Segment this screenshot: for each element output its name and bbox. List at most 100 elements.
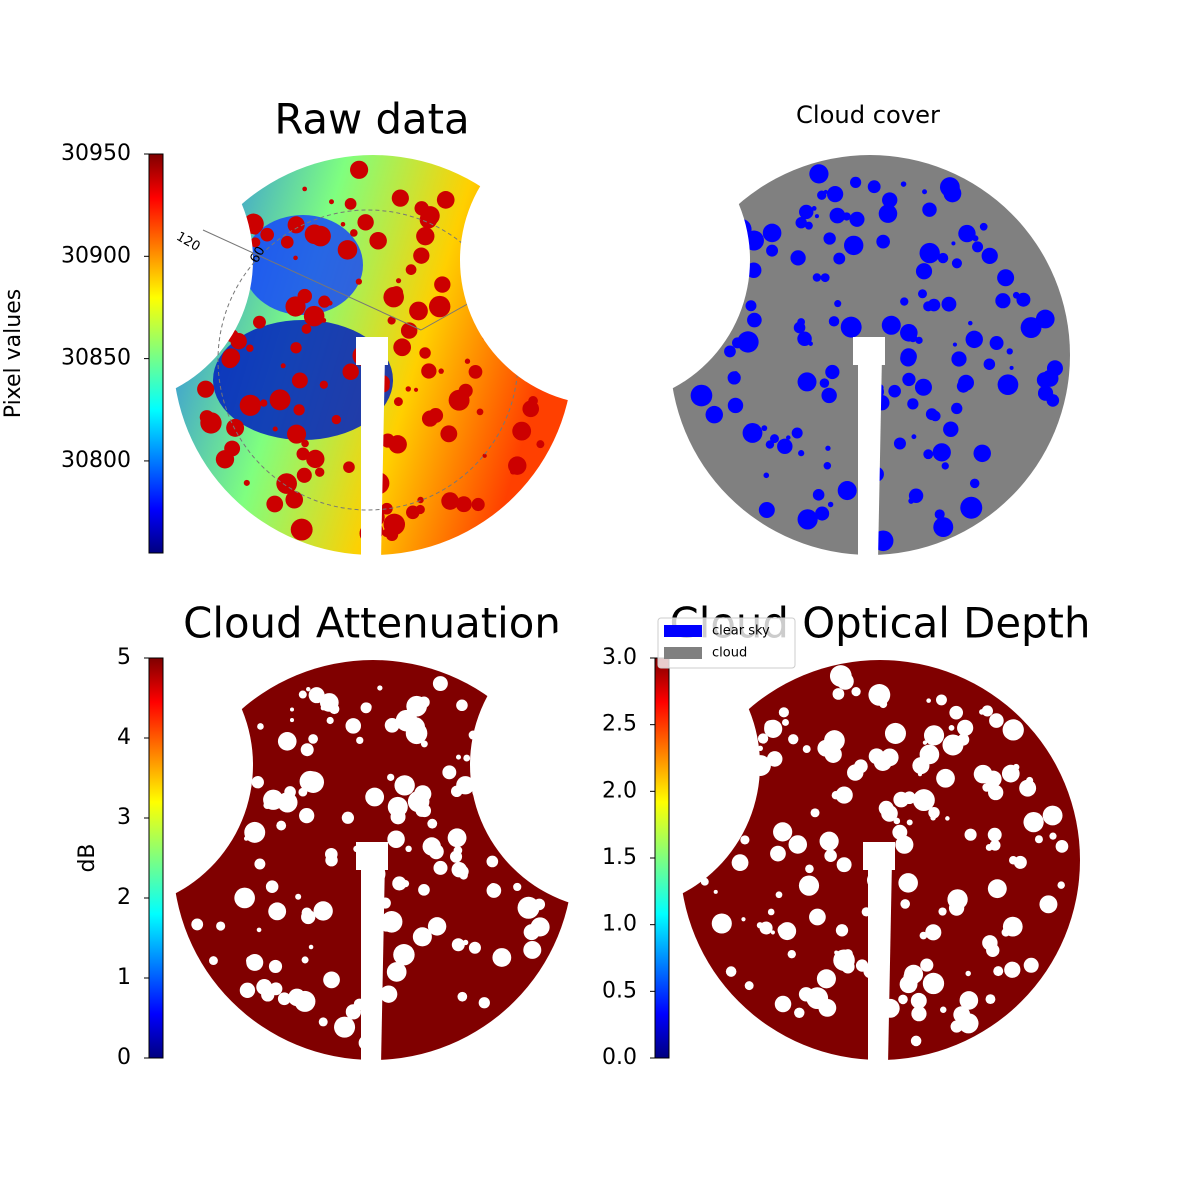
texture <box>251 226 260 235</box>
texture <box>947 889 968 910</box>
texture <box>290 707 295 712</box>
texture <box>413 247 430 264</box>
texture <box>512 421 532 441</box>
texture <box>463 754 471 762</box>
texture <box>893 791 909 808</box>
texture <box>486 855 499 868</box>
texture <box>384 717 400 733</box>
texture <box>979 709 985 715</box>
texture <box>392 876 407 891</box>
texture <box>277 792 298 813</box>
texture <box>802 745 811 754</box>
texture <box>393 944 415 966</box>
texture <box>344 197 357 210</box>
texture <box>899 975 918 994</box>
texture <box>914 378 932 396</box>
texture <box>441 492 459 510</box>
texture <box>764 719 783 738</box>
mask <box>858 355 882 560</box>
texture <box>313 901 333 921</box>
texture <box>775 891 783 899</box>
texture <box>793 321 806 334</box>
texture <box>476 408 484 416</box>
texture <box>438 368 444 374</box>
mask <box>0 115 253 405</box>
texture <box>995 293 1011 309</box>
texture <box>893 817 901 825</box>
texture <box>790 250 806 266</box>
texture <box>427 917 447 936</box>
texture <box>855 959 869 972</box>
texture <box>922 202 937 217</box>
texture <box>329 199 334 205</box>
texture <box>952 342 958 347</box>
texture <box>763 472 770 479</box>
texture <box>1037 385 1054 401</box>
texture <box>900 350 917 367</box>
texture <box>900 899 910 909</box>
texture <box>747 242 755 250</box>
texture <box>982 935 998 951</box>
texture <box>350 229 358 237</box>
texture <box>263 801 272 810</box>
texture <box>964 828 977 841</box>
texture <box>809 908 826 926</box>
texture <box>304 224 325 245</box>
colorbar <box>148 153 164 554</box>
texture <box>919 382 925 387</box>
texture <box>993 966 1004 977</box>
texture <box>987 827 1002 842</box>
texture <box>900 181 907 187</box>
texture <box>788 734 799 745</box>
texture <box>455 754 462 760</box>
texture <box>1026 776 1034 785</box>
texture <box>294 990 316 1012</box>
texture <box>318 295 331 308</box>
texture <box>394 775 415 796</box>
texture <box>774 995 792 1013</box>
texture <box>383 513 406 536</box>
mask <box>361 355 385 560</box>
texture <box>331 414 342 425</box>
texture <box>727 397 744 414</box>
texture <box>927 298 941 312</box>
texture <box>239 982 256 998</box>
texture <box>1020 317 1042 338</box>
texture <box>960 496 983 519</box>
texture <box>987 879 1007 899</box>
texture <box>936 768 955 788</box>
texture <box>421 363 437 379</box>
texture <box>420 740 428 748</box>
texture <box>770 434 779 444</box>
texture <box>417 496 424 504</box>
panel-title: Cloud Attenuation <box>183 599 561 648</box>
texture <box>287 424 307 444</box>
texture <box>391 189 409 207</box>
texture <box>758 501 775 518</box>
texture <box>804 221 813 230</box>
legend-label: cloud <box>712 646 747 661</box>
texture <box>306 449 325 469</box>
panel: Cloud Attenuation 0 1 2 3 4 5 dB <box>0 599 573 1070</box>
texture <box>989 839 1001 851</box>
texture <box>835 786 853 804</box>
texture <box>825 445 831 451</box>
texture <box>244 821 266 843</box>
texture <box>936 694 947 706</box>
mask <box>863 842 895 870</box>
colorbar-tick-label: 2.5 <box>602 712 637 737</box>
texture <box>981 705 993 717</box>
texture <box>405 386 411 392</box>
texture <box>773 822 793 842</box>
texture <box>908 333 918 343</box>
texture <box>251 776 264 789</box>
texture <box>938 907 947 916</box>
texture <box>982 783 992 792</box>
texture <box>296 467 312 483</box>
texture <box>958 224 976 243</box>
texture <box>835 924 849 937</box>
texture <box>1057 881 1065 889</box>
texture <box>419 347 431 359</box>
texture <box>1049 832 1057 840</box>
